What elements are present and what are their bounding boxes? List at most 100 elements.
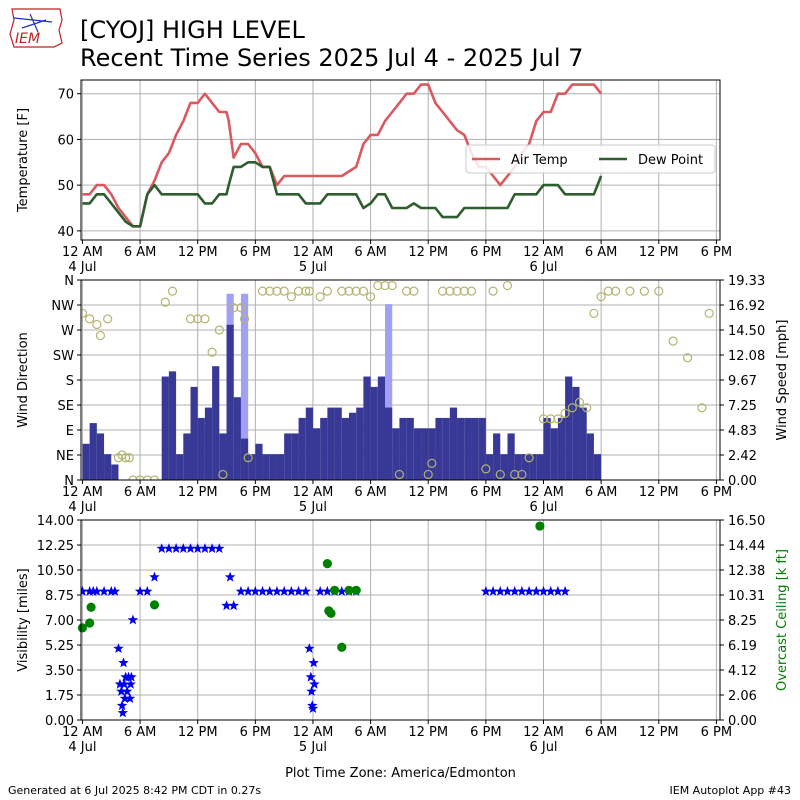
wind-speed-bar — [385, 408, 392, 480]
visibility-point — [306, 686, 317, 696]
ceiling-point — [85, 618, 94, 627]
visibility-panel: 12 AM4 Jul6 AM 12 PM 6 PM 12 AM5 Jul6 AM 12 … — [16, 514, 790, 781]
ceiling-point — [86, 603, 95, 612]
y2-tick-label: 14.44 — [728, 539, 765, 554]
x-tick-label: 12 PM — [178, 245, 218, 260]
y-tick-label: 70 — [57, 88, 74, 103]
wind-speed-bar — [580, 408, 587, 480]
wind-speed-bar — [320, 418, 327, 480]
wind-speed-bar — [277, 454, 284, 480]
wind-speed-bar — [587, 433, 594, 480]
y-tick-label: 60 — [57, 133, 74, 148]
wind-speed-bar — [414, 428, 421, 480]
x-tick-date-label: 6 Jul — [529, 740, 557, 755]
wind-speed-bar — [371, 387, 378, 480]
visibility-point — [118, 707, 128, 717]
wind-speed-bar — [234, 397, 241, 480]
chart-legend: Air Temp Dew Point — [466, 145, 715, 173]
x-tick-label: 12 PM — [639, 485, 679, 500]
y2-tick-label: 16.50 — [728, 514, 765, 529]
wind-direction-point — [104, 315, 112, 323]
wind-direction-point — [323, 287, 331, 295]
wind-direction-point — [626, 287, 634, 295]
wind-speed-bar — [349, 413, 356, 480]
x-tick-label: 12 AM — [293, 725, 334, 740]
y-tick-label: 3.50 — [45, 664, 74, 679]
x-tick-label: 6 AM — [585, 725, 618, 740]
wind-speed-bar — [291, 433, 298, 480]
visibility-point — [301, 586, 312, 596]
y-tick-label: 1.75 — [45, 689, 74, 704]
wind-speed-bar — [450, 408, 457, 480]
x-tick-label: 12 PM — [178, 725, 218, 740]
visibility-point — [149, 572, 159, 582]
wind-direction-point — [590, 309, 598, 317]
y-tick-label: NE — [56, 449, 74, 464]
wind-speed-bar — [299, 418, 306, 480]
wind-speed-bar — [544, 418, 551, 480]
wind-speed-bar — [342, 418, 349, 480]
x-tick-label: 12 PM — [639, 245, 679, 260]
x-tick-label: 6 AM — [585, 245, 618, 260]
footer-generated: Generated at 6 Jul 2025 8:42 PM CDT in 0… — [8, 784, 261, 797]
wind-direction-point — [640, 287, 648, 295]
x-tick-date-label: 6 Jul — [529, 500, 557, 515]
y-tick-label: S — [66, 374, 74, 389]
wind-speed-bar — [183, 433, 190, 480]
wind-speed-bar — [327, 408, 334, 480]
x-tick-label: 6 AM — [124, 245, 157, 260]
wind-speed-bar — [464, 418, 471, 480]
y-axis-label: Visibility [miles] — [16, 568, 31, 671]
x-tick-date-label: 5 Jul — [299, 740, 327, 755]
wind-speed-bar — [176, 454, 183, 480]
x-tick-label: 12 AM — [523, 245, 564, 260]
x-tick-label: 12 AM — [523, 485, 564, 500]
y-tick-label: W — [61, 324, 74, 339]
wind-speed-bar — [111, 464, 118, 480]
visibility-point — [118, 657, 128, 667]
wind-speed-bar — [594, 454, 601, 480]
y-tick-label: SW — [53, 349, 74, 364]
wind-speed-bar — [97, 433, 104, 480]
wind-speed-bar — [219, 433, 226, 480]
x-tick-date-label: 4 Jul — [68, 740, 96, 755]
ceiling-point — [337, 643, 346, 652]
y-tick-label: 8.75 — [45, 589, 74, 604]
wind-speed-bar — [536, 454, 543, 480]
ceiling-point — [330, 586, 339, 595]
wind-speed-bar — [443, 418, 450, 480]
y2-tick-label: 2.06 — [728, 689, 757, 704]
wind-direction-point — [316, 293, 324, 301]
wind-speed-bar — [378, 377, 385, 480]
wind-speed-bar — [162, 377, 169, 480]
visibility-point — [229, 600, 240, 610]
x-tick-label: 12 AM — [293, 245, 334, 260]
wind-direction-point — [96, 332, 104, 340]
x-axis-label: Plot Time Zone: America/Edmonton — [285, 766, 516, 781]
wind-speed-bar — [104, 454, 111, 480]
y2-tick-label: 4.12 — [728, 664, 757, 679]
visibility-point — [142, 586, 153, 596]
y2-tick-label: 0.00 — [728, 714, 757, 729]
wind-direction-point — [669, 337, 677, 345]
y2-tick-label: 9.67 — [728, 374, 757, 389]
y-tick-label: 50 — [57, 179, 74, 194]
x-tick-label: 6 PM — [470, 485, 501, 500]
y2-tick-label: 8.25 — [728, 614, 757, 629]
visibility-point — [117, 700, 128, 710]
visibility-point — [128, 615, 139, 625]
wind-speed-bar — [551, 428, 558, 480]
x-tick-label: 6 PM — [240, 485, 271, 500]
wind-speed-bar — [198, 418, 205, 480]
y-tick-label: 0.00 — [45, 714, 74, 729]
y-tick-label: 40 — [57, 225, 74, 240]
y-tick-label: NW — [51, 299, 74, 314]
wind-speed-bar — [457, 418, 464, 480]
y-tick-label: E — [66, 424, 74, 439]
x-tick-date-label: 6 Jul — [529, 260, 557, 275]
y-tick-label: SE — [58, 399, 74, 414]
y2-tick-label: 12.08 — [728, 349, 765, 364]
x-tick-label: 12 PM — [408, 245, 448, 260]
visibility-point — [309, 679, 319, 689]
